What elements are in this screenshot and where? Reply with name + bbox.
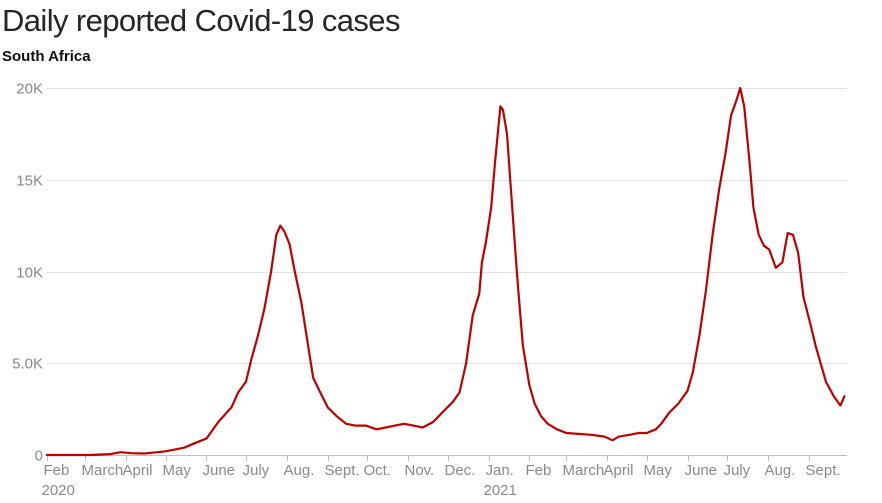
chart-subtitle: South Africa [2,48,91,65]
x-tick-label: June [685,462,718,479]
x-tick-label: Sept. [325,462,360,479]
x-tick-label: March [563,462,605,479]
x-tick-label: May [163,462,192,479]
chart-title: Daily reported Covid-19 cases [2,3,400,38]
x-tick-label: June [203,462,236,479]
x-tick-label: Dec. [445,462,476,479]
x-tick-label: Jan. [486,462,514,479]
y-tick-label: 0 [35,448,43,465]
x-tick-label: Sept. [806,462,841,479]
series-line [45,86,846,457]
y-tick-label: 20K [16,81,43,98]
y-tick-label: 10K [16,265,43,282]
grid-layer [47,88,847,456]
x-tick-year-label: 2021 [484,482,517,499]
series-layer [45,86,846,457]
x-tick-label: April [123,462,153,479]
x-tick-label: May [644,462,673,479]
x-tick-label: July [724,462,751,479]
x-tick-label: Aug. [765,462,796,479]
x-tick-label: Aug. [284,462,315,479]
x-tick-label: Nov. [405,462,435,479]
y-tick-label: 5.0K [12,356,43,373]
x-tick-label: July [243,462,270,479]
y-tick-label: 15K [16,173,43,190]
x-tick-label: Feb [526,462,552,479]
x-tick-label: March [82,462,124,479]
y-axis-ticks: 0 5.0K 10K 15K 20K [12,81,43,465]
x-tick-label: Oct. [364,462,392,479]
x-tick-label: Feb [44,462,70,479]
x-tick-year-label: 2020 [42,482,75,499]
x-tick-label: April [604,462,634,479]
